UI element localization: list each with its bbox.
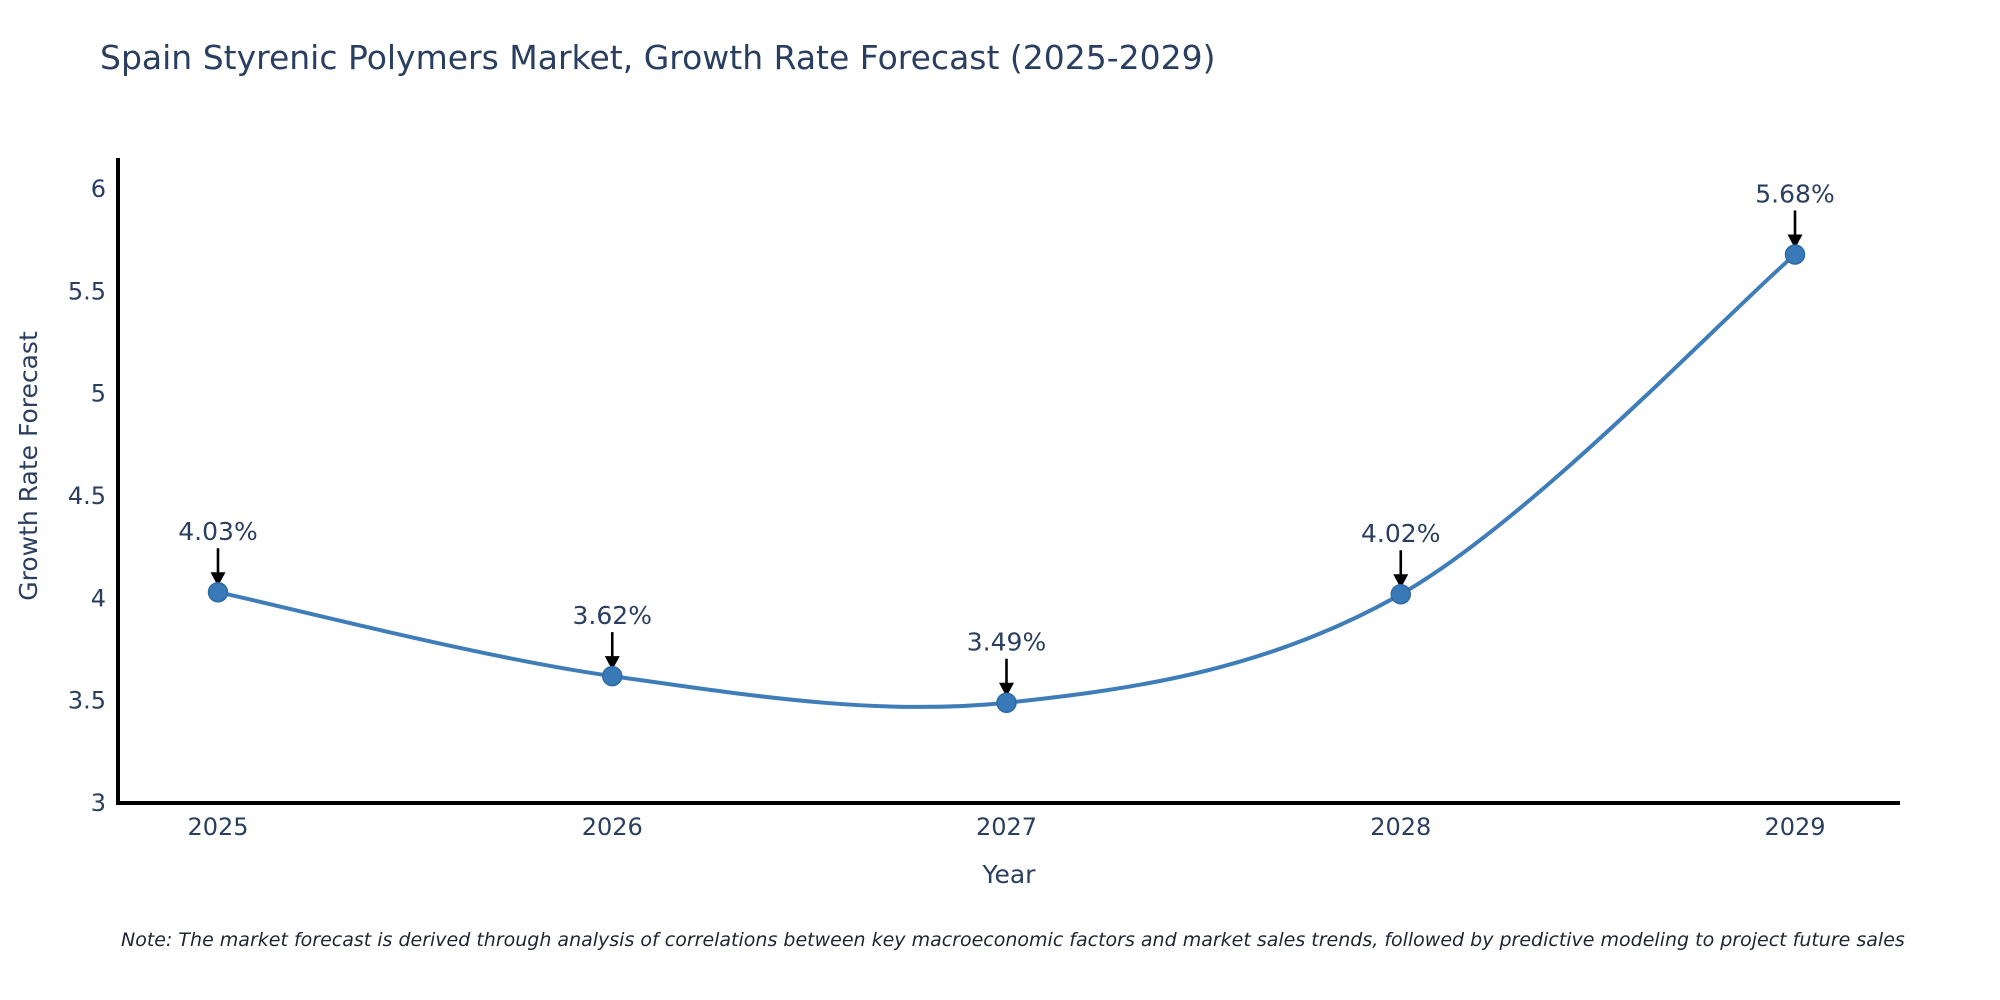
footnote: Note: The market forecast is derived thr… [121,929,1905,951]
annotation-arrow-head [1393,574,1409,589]
annotation-arrow-head [604,656,620,671]
y-tick-label: 3.5 [68,687,106,715]
chart-title: Spain Styrenic Polymers Market, Growth R… [100,38,1216,77]
data-point-label: 4.03% [178,517,257,546]
x-tick-label: 2028 [1370,813,1431,841]
annotation-arrow-head [210,572,226,587]
y-tick-label: 6 [91,175,106,203]
data-point-marker [996,692,1017,713]
data-point-label: 5.68% [1755,179,1834,208]
y-tick-label: 4 [91,584,106,612]
x-tick-label: 2027 [976,813,1037,841]
data-point-label: 4.02% [1361,519,1440,548]
y-tick-label: 5.5 [68,277,106,305]
data-point-marker [1784,244,1806,265]
x-tick-label: 2026 [582,813,643,841]
annotation-arrow-head [1787,234,1803,249]
x-tick-label: 2025 [187,813,248,841]
data-point-marker [1390,583,1411,605]
data-point-label: 3.62% [573,601,652,630]
data-point-marker [207,581,229,603]
y-tick-label: 4.5 [68,482,106,510]
y-axis-title: Growth Rate Forecast [14,331,43,601]
data-point-marker [602,665,623,687]
y-tick-label: 3 [91,789,106,817]
x-axis-title: Year [982,860,1036,889]
y-tick-label: 5 [91,380,106,408]
data-point-label: 3.49% [967,628,1046,657]
x-tick-label: 2029 [1764,813,1825,841]
annotation-arrow-head [999,682,1014,697]
